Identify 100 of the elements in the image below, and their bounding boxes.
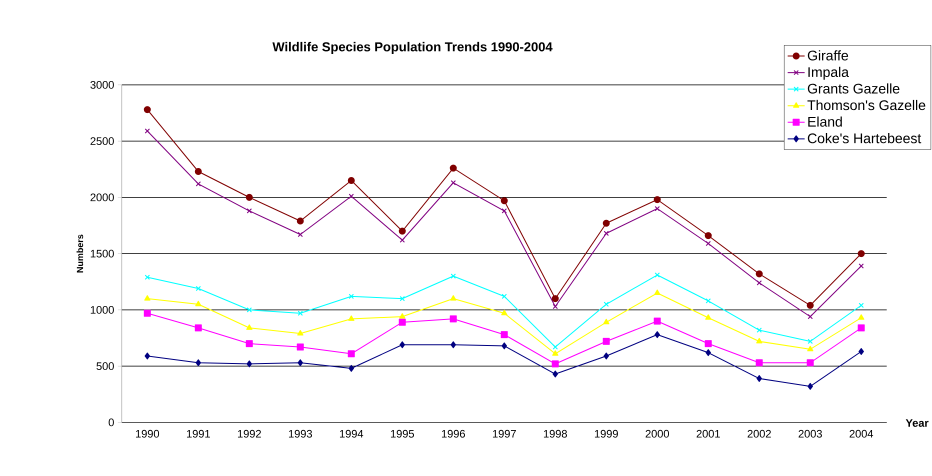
point (399, 312, 406, 318)
point (144, 106, 151, 113)
x-tick-label: 2002 (748, 430, 771, 438)
x-tick-label: 1990 (136, 430, 160, 438)
point (654, 289, 660, 295)
point (398, 227, 406, 234)
point (654, 330, 660, 338)
x-tick-label: 1991 (186, 430, 210, 438)
y-tick-label: 500 (96, 362, 114, 370)
point (756, 280, 762, 286)
y-tick-label: 2500 (90, 137, 114, 145)
point (756, 270, 763, 278)
x-tick-label: 2003 (798, 430, 822, 438)
point (806, 302, 814, 309)
point (654, 317, 661, 324)
point (552, 294, 559, 302)
x-tick-label: 1995 (390, 430, 414, 438)
point (296, 343, 304, 350)
point (144, 352, 150, 360)
point (348, 193, 354, 199)
point (502, 342, 508, 350)
chart-title: Wildlife Species Population Trends 1990-2004 (272, 42, 553, 54)
legend-label: Eland (808, 116, 842, 127)
point (502, 208, 507, 214)
point (858, 250, 865, 257)
legend-label: Impala (808, 66, 849, 80)
point (806, 359, 814, 366)
point (706, 298, 711, 304)
point (500, 197, 508, 204)
point (807, 346, 814, 352)
point (808, 338, 813, 344)
x-tick-label: 1999 (594, 430, 618, 438)
point (500, 330, 508, 338)
point (297, 330, 304, 336)
point (194, 324, 202, 332)
point (704, 232, 712, 239)
point (246, 194, 253, 201)
point (348, 294, 354, 299)
point (654, 196, 661, 203)
point (706, 348, 712, 356)
x-tick-label: 1992 (238, 430, 261, 438)
point (298, 232, 303, 237)
x-tick-label: 1998 (544, 430, 567, 438)
point (602, 220, 610, 227)
x-axis-title: Year (906, 419, 929, 427)
point (604, 352, 610, 360)
point (705, 314, 712, 320)
x-tick-label: 2000 (646, 430, 669, 438)
point (858, 324, 865, 332)
point (400, 341, 406, 348)
point (450, 180, 456, 186)
point (246, 324, 252, 330)
point (756, 327, 762, 333)
point (246, 340, 253, 347)
point (195, 300, 202, 306)
point (246, 307, 252, 312)
y-tick-label: 2000 (90, 193, 114, 202)
point (858, 314, 864, 320)
y-axis-title: Numbers (76, 234, 84, 272)
point (552, 370, 558, 378)
x-tick-label: 1996 (442, 430, 465, 438)
point (450, 315, 457, 322)
y-tick-label: 1500 (90, 250, 114, 258)
point (602, 338, 610, 345)
x-tick-label: 2001 (696, 430, 720, 438)
point (604, 301, 609, 307)
point (450, 294, 456, 300)
point (398, 318, 406, 326)
point (348, 315, 354, 321)
point (144, 294, 150, 300)
point (706, 240, 711, 246)
point (654, 206, 660, 212)
y-tick-label: 0 (108, 418, 114, 426)
y-tick-label: 1000 (90, 306, 114, 314)
y-tick-label: 3000 (90, 80, 114, 89)
point (450, 273, 456, 279)
point (858, 348, 864, 355)
point (808, 382, 813, 390)
point (194, 168, 202, 175)
point (756, 359, 763, 366)
point (501, 310, 508, 316)
point (603, 318, 610, 324)
point (298, 359, 304, 366)
legend-label: Giraffe (808, 50, 848, 60)
x-tick-label: 1994 (340, 430, 364, 438)
x-tick-label: 1993 (288, 430, 312, 438)
x-tick-label: 2004 (850, 430, 874, 438)
point (246, 208, 252, 214)
point (196, 359, 202, 366)
legend-label: Coke's Hartebeest (808, 132, 922, 144)
point (552, 350, 558, 356)
point (400, 237, 405, 243)
point (144, 310, 151, 317)
point (450, 164, 457, 172)
point (502, 294, 507, 299)
legend-label: Thomson's Gazelle (807, 100, 926, 110)
point (348, 176, 355, 184)
point (654, 272, 660, 278)
point (400, 296, 405, 302)
point (246, 360, 252, 368)
